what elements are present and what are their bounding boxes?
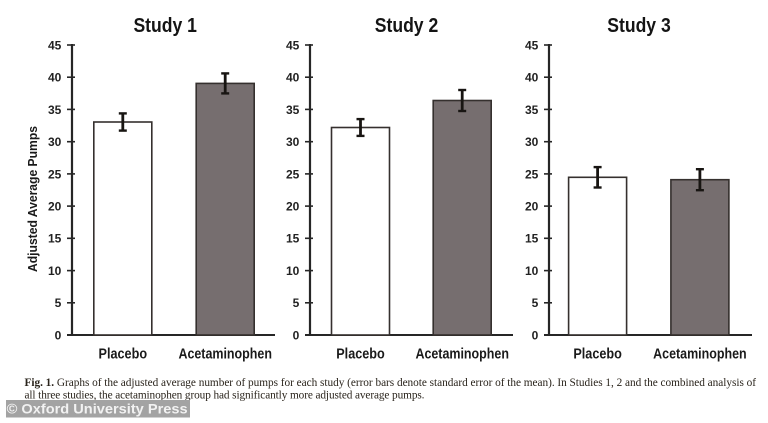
- svg-text:30: 30: [48, 135, 62, 149]
- svg-text:5: 5: [293, 296, 300, 310]
- svg-text:Study 2: Study 2: [375, 15, 439, 37]
- svg-text:15: 15: [48, 232, 62, 246]
- svg-text:10: 10: [48, 264, 62, 278]
- svg-text:Study 3: Study 3: [607, 15, 671, 37]
- svg-text:Acetaminophen: Acetaminophen: [178, 346, 272, 363]
- svg-text:40: 40: [286, 71, 300, 85]
- svg-text:40: 40: [48, 71, 62, 85]
- svg-text:5: 5: [55, 296, 62, 310]
- svg-text:40: 40: [525, 71, 539, 85]
- svg-text:30: 30: [525, 135, 539, 149]
- svg-text:Fig. 1. Graphs of the adjuste: Fig. 1. Graphs of the adjusted average n…: [25, 377, 757, 389]
- svg-text:Acetaminophen: Acetaminophen: [653, 346, 747, 363]
- svg-text:45: 45: [525, 38, 539, 52]
- svg-text:15: 15: [525, 232, 539, 246]
- svg-text:© Oxford University Press: © Oxford University Press: [7, 401, 188, 417]
- svg-text:Adjusted Average Pumps: Adjusted Average Pumps: [26, 126, 40, 272]
- svg-text:25: 25: [525, 167, 539, 181]
- svg-text:10: 10: [525, 264, 539, 278]
- svg-text:10: 10: [286, 264, 300, 278]
- svg-text:45: 45: [48, 38, 62, 52]
- svg-text:35: 35: [48, 103, 62, 117]
- svg-text:25: 25: [286, 167, 300, 181]
- svg-text:Placebo: Placebo: [336, 346, 385, 363]
- svg-text:35: 35: [525, 103, 539, 117]
- svg-text:0: 0: [293, 328, 300, 342]
- svg-text:15: 15: [286, 232, 300, 246]
- svg-text:20: 20: [286, 200, 300, 214]
- svg-text:Placebo: Placebo: [573, 346, 622, 363]
- svg-text:Acetaminophen: Acetaminophen: [415, 346, 509, 363]
- svg-text:0: 0: [55, 328, 62, 342]
- svg-text:0: 0: [532, 328, 539, 342]
- svg-text:5: 5: [532, 296, 539, 310]
- svg-text:20: 20: [525, 200, 539, 214]
- svg-text:Study 1: Study 1: [133, 15, 197, 37]
- svg-text:Placebo: Placebo: [99, 346, 148, 363]
- svg-text:25: 25: [48, 167, 62, 181]
- svg-text:45: 45: [286, 38, 300, 52]
- svg-text:30: 30: [286, 135, 300, 149]
- svg-text:all three studies, the acetami: all three studies, the acetaminophen gro…: [25, 389, 425, 401]
- svg-text:20: 20: [48, 200, 62, 214]
- svg-text:35: 35: [286, 103, 300, 117]
